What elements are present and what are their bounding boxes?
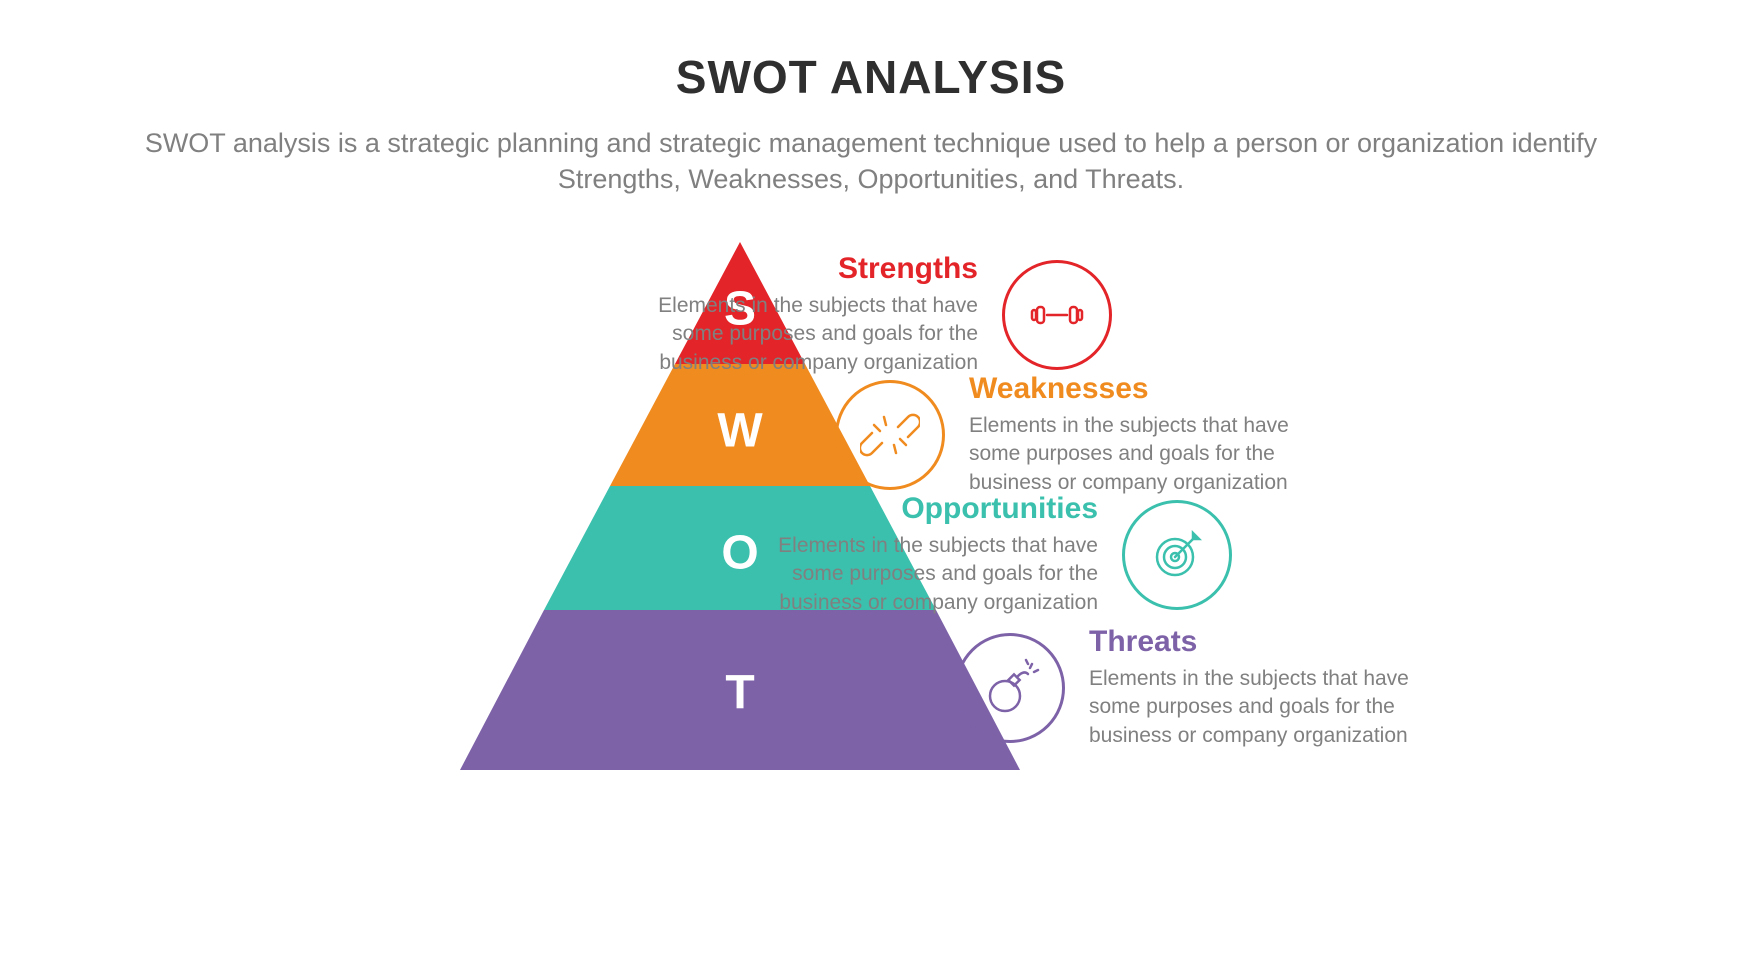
target-icon (1122, 500, 1232, 610)
callout-threats: Threats Elements in the subjects that ha… (955, 625, 1449, 750)
swot-infographic-stage: SWOT ANALYSIS SWOT analysis is a strateg… (0, 0, 1742, 980)
broken-link-icon (835, 380, 945, 490)
callout-weaknesses: Weaknesses Elements in the subjects that… (835, 372, 1329, 497)
callout-opportunities: Opportunities Elements in the subjects t… (738, 492, 1232, 617)
subtitle-text: SWOT analysis is a strategic planning an… (145, 128, 1597, 194)
page-subtitle: SWOT analysis is a strategic planning an… (80, 125, 1662, 198)
pyramid-letter-w: W (717, 405, 763, 458)
bomb-icon (955, 633, 1065, 743)
callout-heading-threats: Threats (1089, 625, 1449, 659)
callout-desc-opportunities: Elements in the subjects that have some … (738, 532, 1098, 617)
callout-desc-strengths: Elements in the subjects that have some … (618, 292, 978, 377)
callout-strengths: Strengths Elements in the subjects that … (618, 252, 1112, 377)
pyramid-segment-w: W (610, 364, 870, 486)
pyramid-segment-t: T (460, 610, 1020, 770)
callout-heading-strengths: Strengths (618, 252, 978, 286)
dumbbell-icon (1002, 260, 1112, 370)
pyramid-letter-t: T (725, 667, 754, 720)
callout-desc-weaknesses: Elements in the subjects that have some … (969, 412, 1329, 497)
title-text: SWOT ANALYSIS (676, 51, 1066, 103)
callout-heading-weaknesses: Weaknesses (969, 372, 1329, 406)
callout-heading-opportunities: Opportunities (738, 492, 1098, 526)
callout-desc-threats: Elements in the subjects that have some … (1089, 665, 1449, 750)
page-title: SWOT ANALYSIS (0, 50, 1742, 104)
